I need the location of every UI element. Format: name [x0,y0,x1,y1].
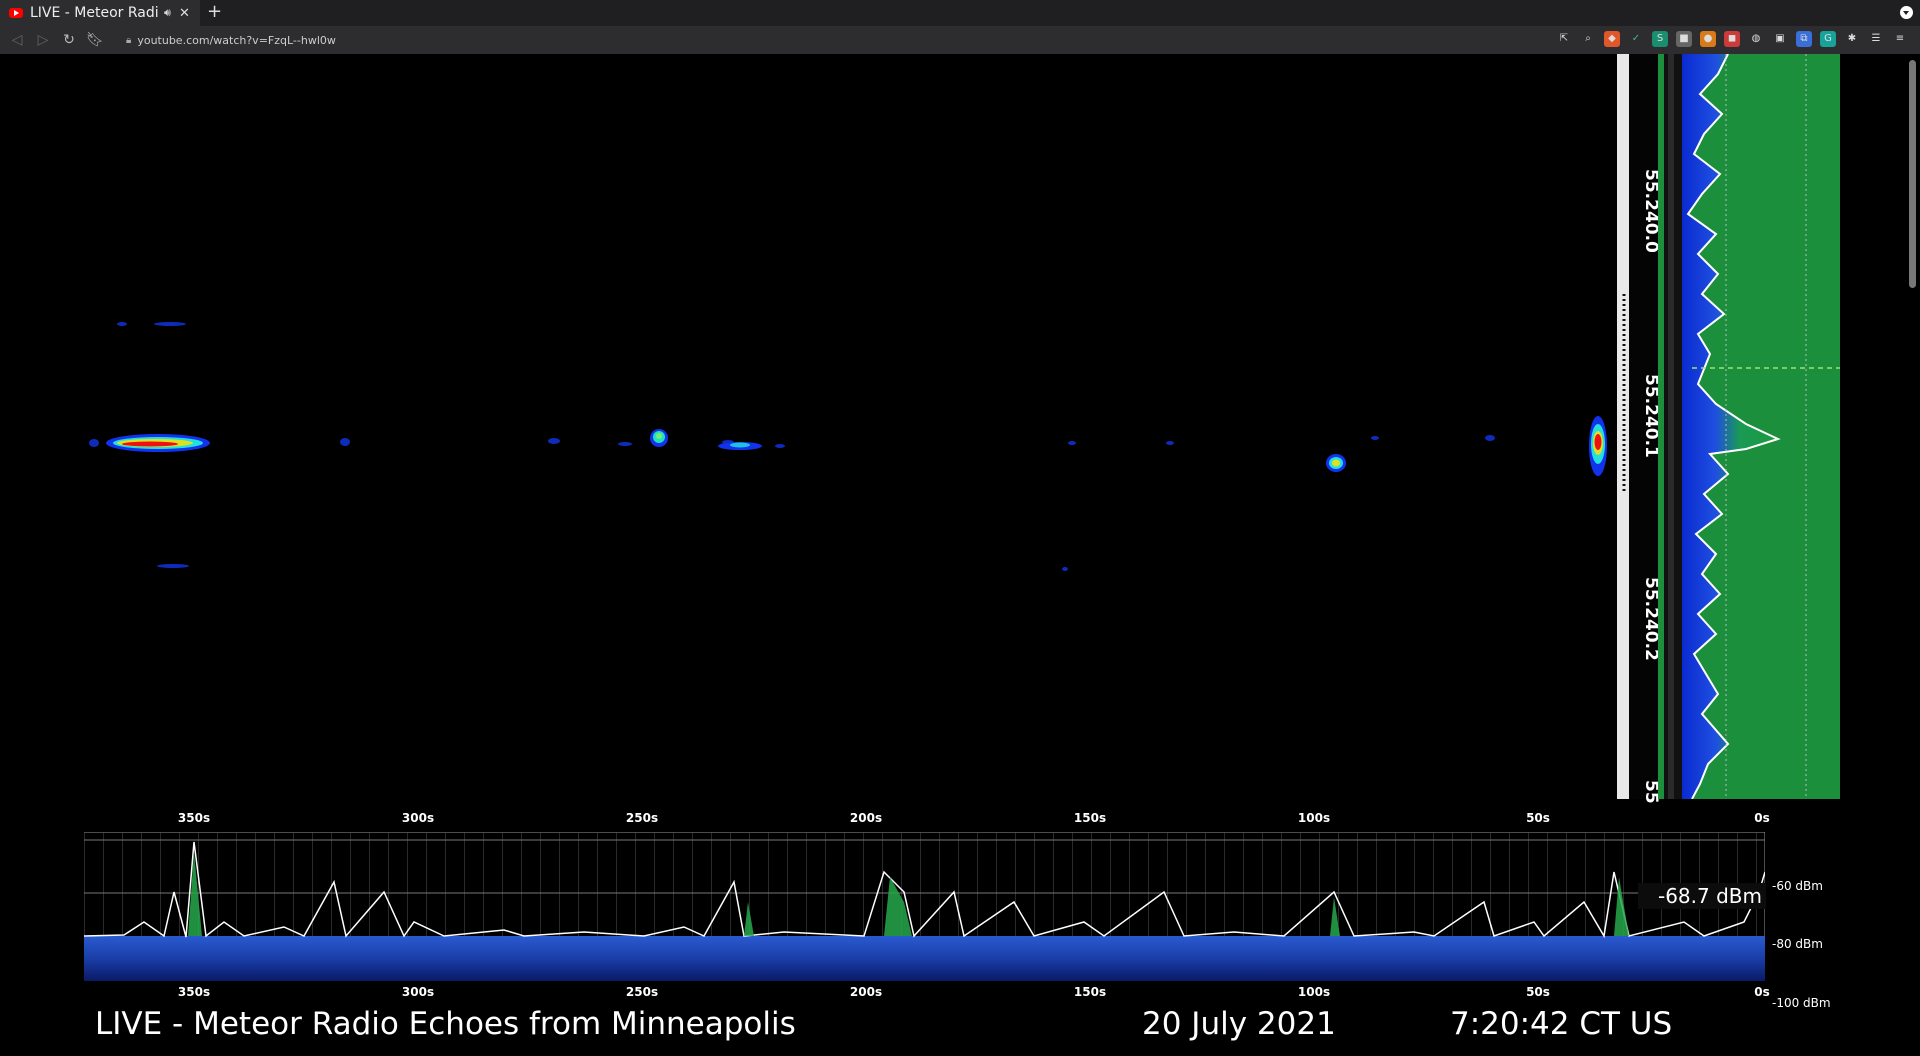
time-tick: 150s [1073,811,1107,825]
extension-icon-1[interactable]: ✓ [1631,33,1641,44]
frequency-strip [1617,54,1629,799]
dbm-label: -60 dBm [1772,879,1823,893]
caption-time: 7:20:42 CT US [1450,1006,1673,1042]
spectrum-plot [1658,54,1840,799]
time-tick: 0s [1754,985,1770,999]
time-tick: 150s [1073,985,1107,999]
extension-icon-5[interactable]: ◼ [1724,31,1740,47]
extension-icon-6[interactable]: ◍ [1751,33,1761,44]
puzzle-icon[interactable]: ✱ [1847,33,1857,44]
signal-readout: -68.7 dBm [1638,883,1766,909]
lock-icon: 🔒︎ [126,34,132,46]
waterfall-display [0,54,1617,799]
time-tick: 50s [1526,811,1550,825]
time-tick: 350s [177,985,211,999]
share-icon[interactable]: ⇱ [1559,33,1569,44]
time-tick: 50s [1526,985,1550,999]
time-tick: 350s [177,811,211,825]
url-text: youtube.com/watch?v=FzqL--hwl0w [137,33,336,47]
close-tab-icon[interactable]: ✕ [178,5,190,21]
speaker-icon[interactable]: 🔊︎ [164,6,171,19]
extension-icon-8[interactable]: ⧉ [1796,31,1812,47]
time-tick: 300s [401,985,435,999]
back-icon[interactable]: ◁ [11,32,23,48]
url-field[interactable]: 🔒︎ youtube.com/watch?v=FzqL--hwl0w [126,34,336,47]
time-tick: 250s [625,811,659,825]
bookmark-icon[interactable]: 🔖︎ [86,32,104,48]
signal-timeline: 350s 300s 250s 200s 150s 100s 50s 0s [0,799,1920,1049]
extension-icon-7[interactable]: ▣ [1775,33,1785,44]
time-tick: 250s [625,985,659,999]
extension-icon-4[interactable]: ● [1700,31,1716,47]
dbm-label: -80 dBm [1772,937,1823,951]
time-tick: 200s [849,985,883,999]
extension-icon-2[interactable]: S [1652,31,1668,47]
time-tick: 0s [1754,811,1770,825]
caption-date: 20 July 2021 [1142,1006,1336,1042]
video-player[interactable]: 55.240.0 55.240.1 55.240.2 55 350s 300s … [0,54,1920,1056]
page-scrollbar[interactable] [1906,54,1920,1056]
zoom-icon[interactable]: ⌕ [1585,33,1591,44]
extension-toolbar: ⇱ ⌕ ◆ ✓ S ■ ● ◼ ◍ ▣ ⧉ G ✱ ☰ ≡ [1556,31,1908,47]
extension-icon-9[interactable]: G [1820,31,1836,47]
time-tick: 100s [1297,985,1331,999]
menu-icon[interactable]: ≡ [1895,33,1905,44]
caption-title: LIVE - Meteor Radio Echoes from Minneapo… [95,1006,796,1042]
time-tick: 200s [849,811,883,825]
time-tick: 300s [401,811,435,825]
tab-youtube[interactable]: LIVE - Meteor Radio Echoes from Minneapo… [0,0,200,26]
new-tab-button[interactable]: + [207,1,223,22]
dbm-label: -100 dBm [1772,996,1831,1010]
tab-bar: LIVE - Meteor Radio Echoes from Minneapo… [0,0,1920,26]
tab-title: LIVE - Meteor Radio Echoes from Minneapo… [30,5,158,21]
time-tick: 100s [1297,811,1331,825]
extension-icon-3[interactable]: ■ [1676,31,1692,47]
forward-icon[interactable]: ▷ [37,32,49,48]
reading-list-icon[interactable]: ☰ [1871,33,1881,44]
frequency-marker [1622,294,1626,494]
address-bar: ◁ ▷ ↻ 🔖︎ 🔒︎ youtube.com/watch?v=FzqL--hw… [0,26,1920,54]
scrollbar-thumb[interactable] [1909,60,1916,288]
youtube-icon [9,8,23,18]
window-menu-icon[interactable] [1900,6,1913,19]
brave-shield-icon[interactable]: ◆ [1604,31,1620,47]
signal-strength-plot [84,832,1765,981]
reload-icon[interactable]: ↻ [63,32,75,48]
